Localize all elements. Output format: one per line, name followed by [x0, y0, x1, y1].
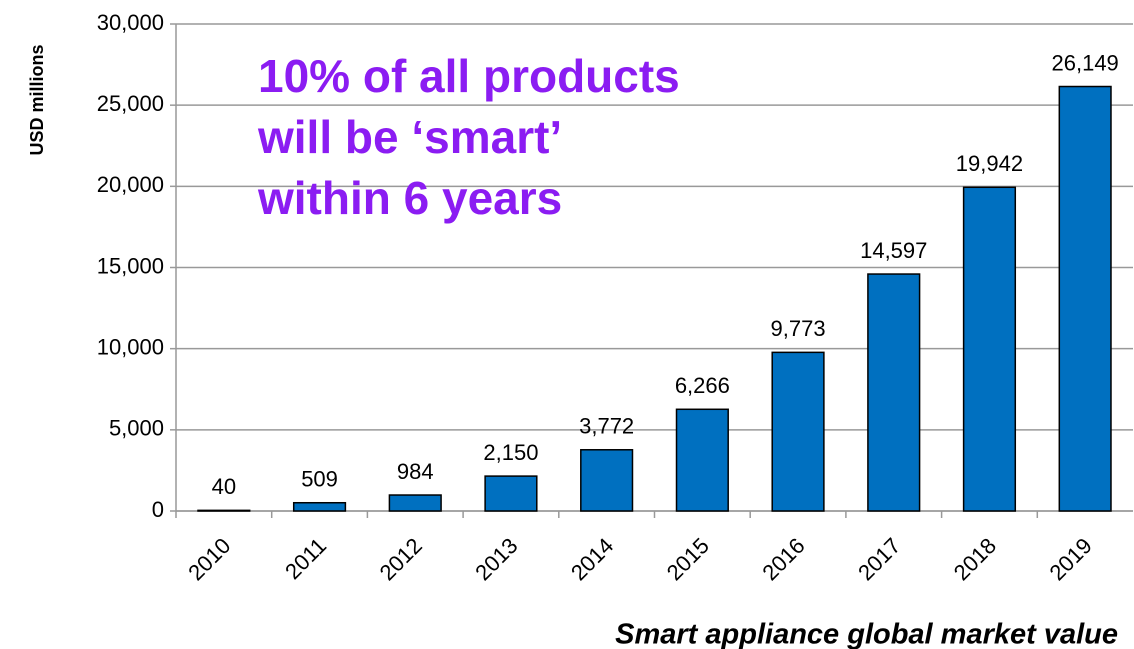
bar [580, 449, 634, 512]
x-tick-label: 2011 [280, 533, 331, 584]
x-tick-label: 2018 [949, 533, 1001, 585]
y-tick-label: 10,000 [97, 334, 164, 359]
x-tick-label: 2017 [853, 533, 905, 585]
y-tick-label: 0 [152, 497, 164, 522]
y-axis-label: USD millions [27, 44, 47, 155]
value-label: 40 [212, 474, 236, 499]
value-label: 19,942 [956, 151, 1023, 176]
y-tick-label: 30,000 [97, 10, 164, 35]
x-tick-label: 2015 [662, 533, 714, 585]
x-axis-label: Smart appliance global market value [615, 619, 1118, 649]
value-label: 984 [397, 459, 434, 484]
value-label: 6,266 [675, 373, 730, 398]
y-tick-label: 15,000 [97, 253, 164, 278]
x-tick-label: 2016 [757, 533, 809, 585]
x-tick-label: 2014 [566, 533, 618, 585]
bar [867, 273, 921, 512]
bar [675, 408, 729, 512]
bar [771, 351, 825, 512]
value-label: 14,597 [860, 238, 927, 263]
bar [1058, 85, 1112, 512]
value-label: 3,772 [579, 414, 634, 439]
value-label: 509 [301, 467, 338, 492]
bar [484, 475, 538, 512]
x-tick-label: 2010 [183, 533, 235, 585]
bar [292, 501, 347, 512]
value-label: 2,150 [483, 440, 538, 465]
value-label: 9,773 [771, 316, 826, 341]
annotation: 10% of all products will be ‘smart’ with… [258, 50, 680, 224]
y-tick-label: 25,000 [97, 91, 164, 116]
bar [197, 509, 251, 512]
x-tick-label: 2013 [470, 533, 522, 585]
value-label: 26,149 [1052, 50, 1119, 75]
bar [388, 494, 442, 512]
x-tick-label: 2012 [375, 533, 427, 585]
bar [962, 186, 1017, 512]
y-tick-label: 5,000 [109, 416, 164, 441]
x-tick-label: 2019 [1045, 533, 1097, 585]
y-tick-label: 20,000 [97, 172, 164, 197]
